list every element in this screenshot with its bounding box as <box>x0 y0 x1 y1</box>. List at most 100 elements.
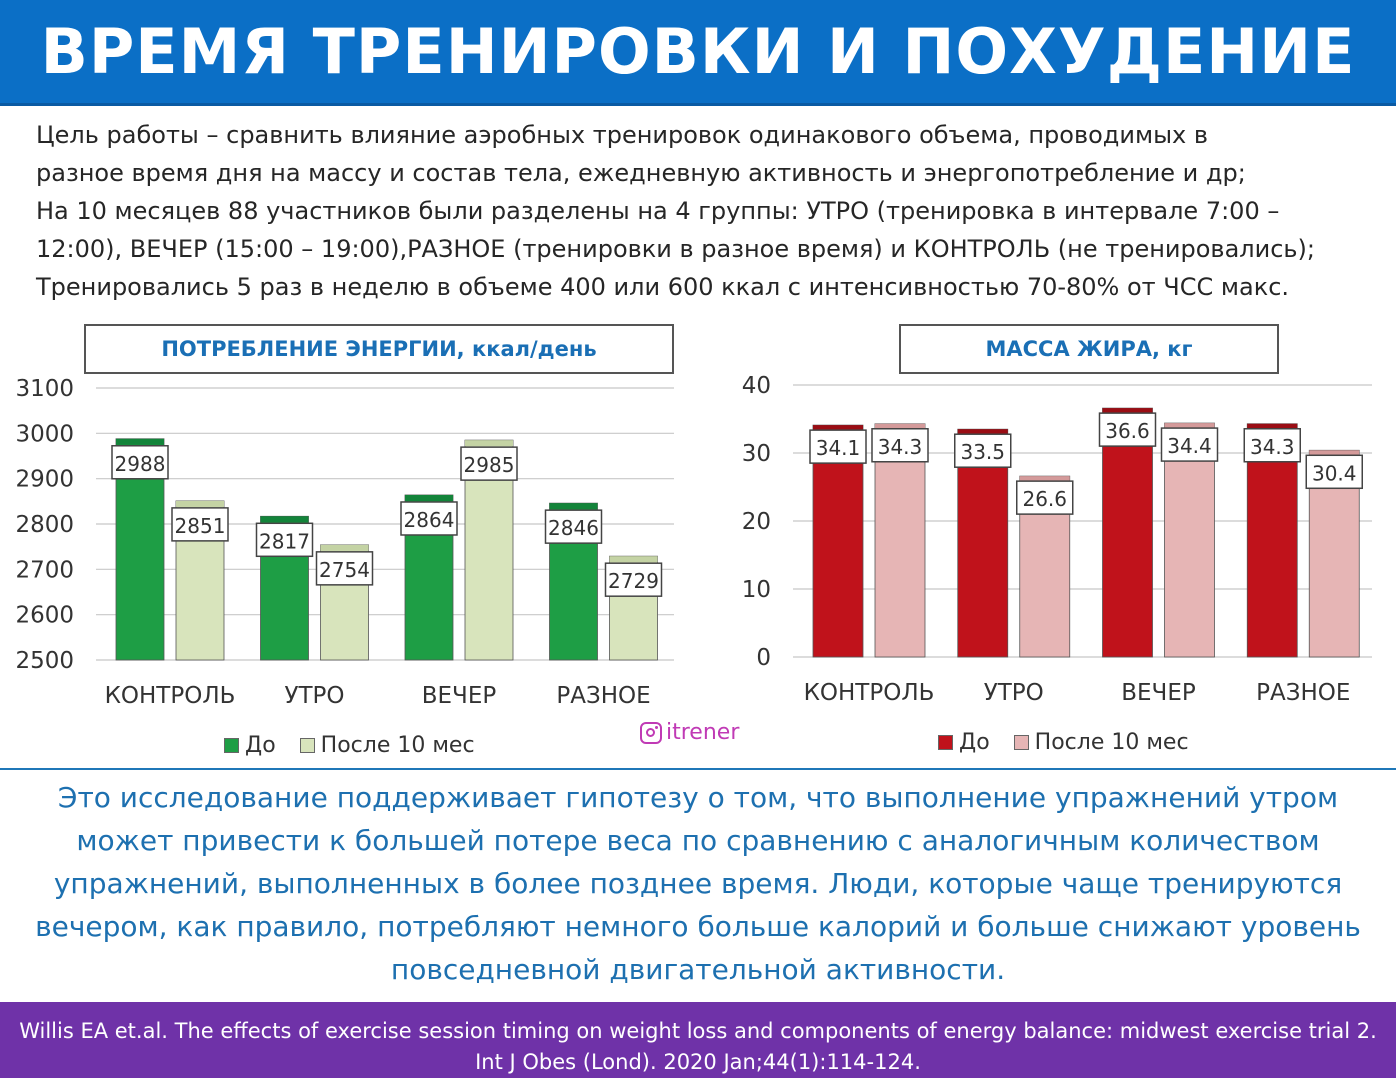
data-label-box <box>809 429 867 464</box>
data-label-box <box>171 507 229 542</box>
category-label: РАЗНОЕ <box>1256 680 1350 706</box>
y-tick-label: 2800 <box>15 512 74 538</box>
category-label: РАЗНОЕ <box>556 683 650 709</box>
bar-cap <box>1247 423 1298 430</box>
data-label: 36.6 <box>1105 419 1150 443</box>
intro-text: Цель работы – сравнить влияние аэробных … <box>36 116 1376 306</box>
data-label-box <box>1160 427 1219 462</box>
data-label-box <box>1243 428 1301 463</box>
legend-swatch-before <box>938 735 953 750</box>
watermark-text: itrener <box>666 720 740 745</box>
data-label: 2851 <box>175 514 226 538</box>
intro-line: Цель работы – сравнить влияние аэробных … <box>36 121 1209 149</box>
y-tick-label: 2600 <box>15 603 74 629</box>
data-label: 2729 <box>608 569 659 593</box>
data-label: 2985 <box>464 453 515 477</box>
bar-cap <box>405 494 453 501</box>
bar-cap <box>813 425 863 432</box>
data-label-box <box>871 428 929 463</box>
energy-legend: До После 10 мес <box>224 733 491 758</box>
category-label: УТРО <box>284 683 344 709</box>
energy-chart: 2500 2600 2700 2800 2900 3000 3100 2988 2851 КОНТ… <box>15 376 674 709</box>
bar <box>1246 423 1298 658</box>
y-tick-label: 10 <box>742 577 771 603</box>
conclusion-line: повседневной двигательной активности. <box>390 953 1006 986</box>
bar-cap <box>875 423 925 430</box>
data-label-box <box>255 522 314 558</box>
bar-cap <box>1102 408 1153 415</box>
intro-line: Тренировались 5 раз в неделю в объеме 40… <box>36 273 1290 301</box>
bar-cap <box>1164 423 1215 430</box>
y-tick-label: 2700 <box>15 557 74 583</box>
data-label: 34.4 <box>1167 434 1212 458</box>
data-label: 30.4 <box>1312 461 1357 485</box>
intro-line: разное время дня на массу и состав тела,… <box>36 159 1246 187</box>
data-label-box <box>604 562 663 597</box>
data-label-box <box>460 446 518 481</box>
legend-label: После 10 мес <box>1034 730 1189 755</box>
data-label-box <box>1016 480 1074 515</box>
conclusion-text: Это исследование поддерживает гипотезу о… <box>0 776 1396 991</box>
data-label: 2988 <box>115 452 166 476</box>
data-label: 2817 <box>259 529 310 553</box>
header: ВРЕМЯ ТРЕНИРОВКИ И ПОХУДЕНИЕ <box>0 0 1396 106</box>
legend-swatch-before <box>224 738 239 753</box>
y-tick-label: 2900 <box>15 467 74 493</box>
data-label: 34.1 <box>816 436 861 460</box>
conclusion-line: может привести к большей потере веса по … <box>76 824 1320 857</box>
conclusion-line: вечером, как правило, потребляют немного… <box>35 910 1361 943</box>
data-label: 2846 <box>548 516 599 540</box>
category-label: УТРО <box>984 680 1044 706</box>
divider <box>0 768 1396 770</box>
bar-cap <box>465 440 513 447</box>
legend-item-before: До <box>224 733 276 758</box>
data-label-box <box>111 445 169 480</box>
legend-item-after: После 10 мес <box>1013 730 1189 755</box>
data-label-box <box>315 551 374 586</box>
fat-chart-title: МАССА ЖИРА, кг <box>899 324 1279 374</box>
bar-cap <box>176 500 224 507</box>
data-label-box <box>400 501 458 536</box>
y-tick-label: 3000 <box>15 421 74 447</box>
citation-footer: Willis EA et.al. The effects of exercise… <box>0 1002 1396 1078</box>
data-label: 2754 <box>319 558 370 582</box>
page-title: ВРЕМЯ ТРЕНИРОВКИ И ПОХУДЕНИЕ <box>40 15 1356 88</box>
citation-line: Int J Obes (Lond). 2020 Jan;44(1):114-12… <box>475 1050 921 1074</box>
y-tick-label: 0 <box>756 645 771 671</box>
bar-cap <box>320 544 369 551</box>
bar-cap <box>1019 476 1070 483</box>
instagram-watermark: itrener <box>640 720 739 745</box>
data-label: 33.5 <box>960 440 1005 464</box>
bar-cap <box>1309 450 1360 457</box>
conclusion-line: Это исследование поддерживает гипотезу о… <box>57 781 1339 814</box>
category-label: КОНТРОЛЬ <box>105 683 236 709</box>
data-label-box <box>544 509 603 544</box>
bar-cap <box>116 438 164 445</box>
energy-chart-title: ПОТРЕБЛЕНИЕ ЭНЕРГИИ, ккал/день <box>84 324 674 374</box>
legend-label: После 10 мес <box>320 733 475 758</box>
y-tick-label: 20 <box>742 509 771 535</box>
intro-line: 12:00), ВЕЧЕР (15:00 – 19:00),РАЗНОЕ (тр… <box>36 235 1316 263</box>
category-label: КОНТРОЛЬ <box>804 680 935 706</box>
data-label-box <box>1305 454 1363 490</box>
conclusion-line: упражнений, выполненных в более позднее … <box>53 867 1343 900</box>
legend-item-after: После 10 мес <box>299 733 475 758</box>
legend-item-before: До <box>938 730 990 755</box>
y-tick-label: 3100 <box>15 376 74 402</box>
category-label: ВЕЧЕР <box>422 683 497 709</box>
legend-swatch-after <box>1013 735 1029 750</box>
legend-swatch-after <box>299 738 315 753</box>
bar-cap <box>609 556 658 563</box>
category-label: ВЕЧЕР <box>1121 680 1196 706</box>
citation-line: Willis EA et.al. The effects of exercise… <box>19 1019 1377 1043</box>
bar-cap <box>260 516 309 523</box>
bar-cap <box>957 429 1008 436</box>
intro-line: На 10 месяцев 88 участников были разделе… <box>36 197 1280 225</box>
instagram-icon <box>640 721 662 744</box>
bar-cap <box>549 503 598 510</box>
y-tick-label: 40 <box>742 373 771 399</box>
legend-label: До <box>959 730 990 755</box>
data-label-box <box>1098 412 1157 447</box>
y-tick-label: 30 <box>742 441 771 467</box>
legend-label: До <box>245 733 276 758</box>
